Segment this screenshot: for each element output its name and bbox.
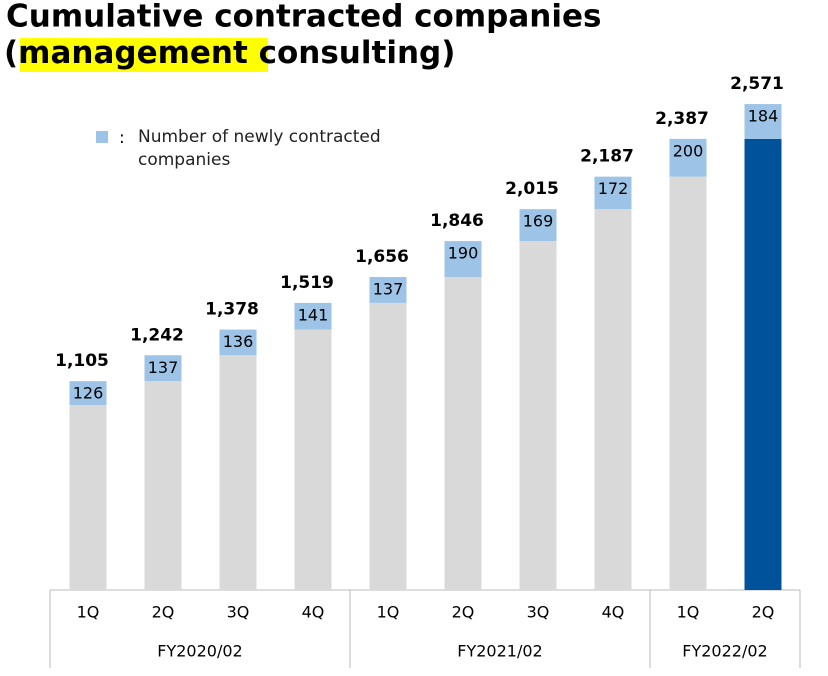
bar-segment — [594, 209, 632, 591]
x-tick-label: 1Q — [377, 603, 400, 622]
x-tick-label: 4Q — [602, 603, 625, 622]
bar-segment — [144, 381, 182, 590]
total-label: 2,015 — [505, 179, 559, 199]
group-label: FY2020/02 — [157, 642, 242, 661]
value-label: 190 — [448, 244, 479, 263]
bar-segment — [219, 329, 257, 356]
x-tick-label: 1Q — [77, 603, 100, 622]
chart-title: Cumulative contracted companies — [6, 0, 601, 35]
x-tick-label: 3Q — [227, 603, 250, 622]
bar-segment — [744, 138, 782, 590]
total-label: 1,242 — [130, 325, 184, 345]
bar-segment — [69, 381, 107, 405]
total-label: 1,378 — [205, 300, 259, 320]
bar-segment — [669, 138, 707, 177]
chart-title: (management consulting) — [4, 35, 455, 71]
bar-segment — [444, 241, 482, 278]
x-tick-label: 2Q — [452, 603, 475, 622]
group-label: FY2021/02 — [457, 642, 542, 661]
legend-separator: : — [119, 128, 125, 148]
total-label: 1,846 — [430, 211, 484, 231]
total-label: 2,187 — [580, 147, 634, 167]
legend-swatch — [96, 131, 108, 143]
bar-segment — [744, 104, 782, 139]
value-label: 136 — [223, 332, 254, 351]
value-label: 137 — [148, 358, 179, 377]
x-tick-label: 1Q — [677, 603, 700, 622]
bar-segment — [144, 355, 182, 382]
value-label: 200 — [673, 141, 704, 160]
total-label: 1,519 — [280, 273, 334, 293]
bar-segment — [69, 404, 107, 590]
bar-segment — [519, 209, 557, 242]
total-label: 1,105 — [55, 351, 109, 371]
x-tick-label: 2Q — [752, 603, 775, 622]
value-label: 141 — [298, 305, 329, 324]
value-label: 184 — [748, 107, 779, 126]
x-tick-label: 3Q — [527, 603, 550, 622]
x-tick-label: 4Q — [302, 603, 325, 622]
bar-segment — [519, 241, 557, 590]
bar-segment — [369, 302, 407, 590]
bar-segment — [369, 277, 407, 303]
x-tick-label: 2Q — [152, 603, 175, 622]
value-label: 137 — [373, 280, 404, 299]
bar-segment — [294, 302, 332, 330]
bar-segment — [669, 176, 707, 591]
group-label: FY2022/02 — [682, 642, 767, 661]
value-label: 126 — [73, 384, 104, 403]
bar-segment — [444, 277, 482, 590]
total-label: 1,656 — [355, 247, 409, 267]
bar-segment — [294, 329, 332, 590]
total-label: 2,571 — [730, 74, 784, 94]
value-label: 172 — [598, 179, 629, 198]
total-label: 2,387 — [655, 109, 709, 129]
bar-segment — [219, 355, 257, 590]
highlight — [20, 38, 268, 72]
value-label: 169 — [523, 212, 554, 231]
bar-segment — [594, 176, 632, 210]
legend-label: Number of newly contracted companies — [138, 127, 381, 170]
